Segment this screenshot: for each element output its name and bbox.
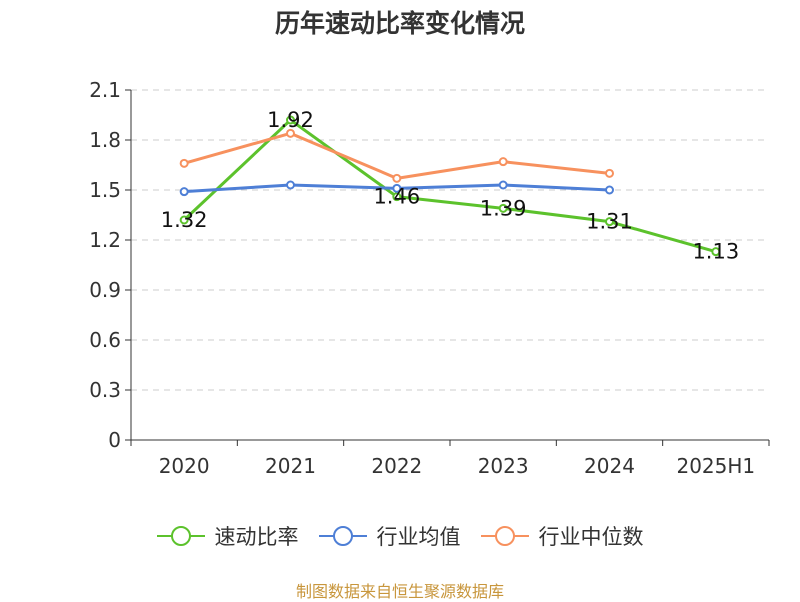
data-point [498, 203, 508, 213]
legend-item[interactable]: 行业均值 [318, 521, 461, 551]
y-tick-label: 0.6 [89, 328, 121, 352]
data-label: 1.13 [692, 240, 739, 264]
legend-line-circle-icon [480, 526, 529, 546]
data-label: 1.92 [267, 108, 314, 132]
data-label: 1.31 [586, 210, 633, 234]
y-tick-label: 2.1 [89, 78, 121, 102]
data-point [711, 247, 721, 257]
data-point [179, 187, 189, 197]
legend-line-circle-icon [318, 526, 367, 546]
y-tick-label: 1.8 [89, 128, 121, 152]
legend-line-circle-icon [156, 526, 205, 546]
legend-label: 行业中位数 [538, 525, 644, 549]
legend-label: 行业均值 [376, 525, 461, 549]
data-point [498, 157, 508, 167]
data-point [605, 185, 614, 195]
data-point [498, 180, 508, 190]
y-tick-label: 1.5 [89, 178, 121, 202]
data-point [392, 183, 402, 193]
x-tick-label: 2022 [371, 454, 422, 478]
legend: 速动比率 行业均值 行业中位数 [0, 521, 800, 551]
data-point [605, 168, 614, 178]
y-tick-label: 0 [108, 428, 121, 452]
x-tick-label: 2025H1 [676, 454, 755, 478]
source-note: 制图数据来自恒生聚源数据库 [295, 582, 504, 601]
y-tick-label: 0.9 [89, 278, 121, 302]
legend-item[interactable]: 速动比率 [156, 521, 299, 551]
data-point [179, 215, 189, 225]
legend-label: 速动比率 [214, 525, 299, 549]
data-point [392, 192, 402, 202]
legend-item[interactable]: 行业中位数 [480, 521, 644, 551]
x-tick-label: 2021 [265, 454, 316, 478]
data-label: 1.32 [161, 208, 208, 232]
data-point [286, 180, 295, 190]
x-tick-label: 2023 [478, 454, 529, 478]
x-tick-label: 2024 [584, 454, 635, 478]
data-point [179, 158, 189, 168]
data-point [392, 173, 402, 183]
y-tick-label: 0.3 [89, 378, 121, 402]
y-tick-label: 1.2 [89, 228, 121, 252]
data-label: 1.39 [480, 196, 527, 220]
data-point [286, 128, 295, 138]
data-label: 1.46 [373, 185, 420, 209]
series-line [183, 118, 717, 254]
data-point [605, 217, 614, 227]
chart-title: 历年速动比率变化情况 [274, 9, 525, 38]
data-point [286, 115, 295, 125]
x-tick-label: 2020 [159, 454, 210, 478]
